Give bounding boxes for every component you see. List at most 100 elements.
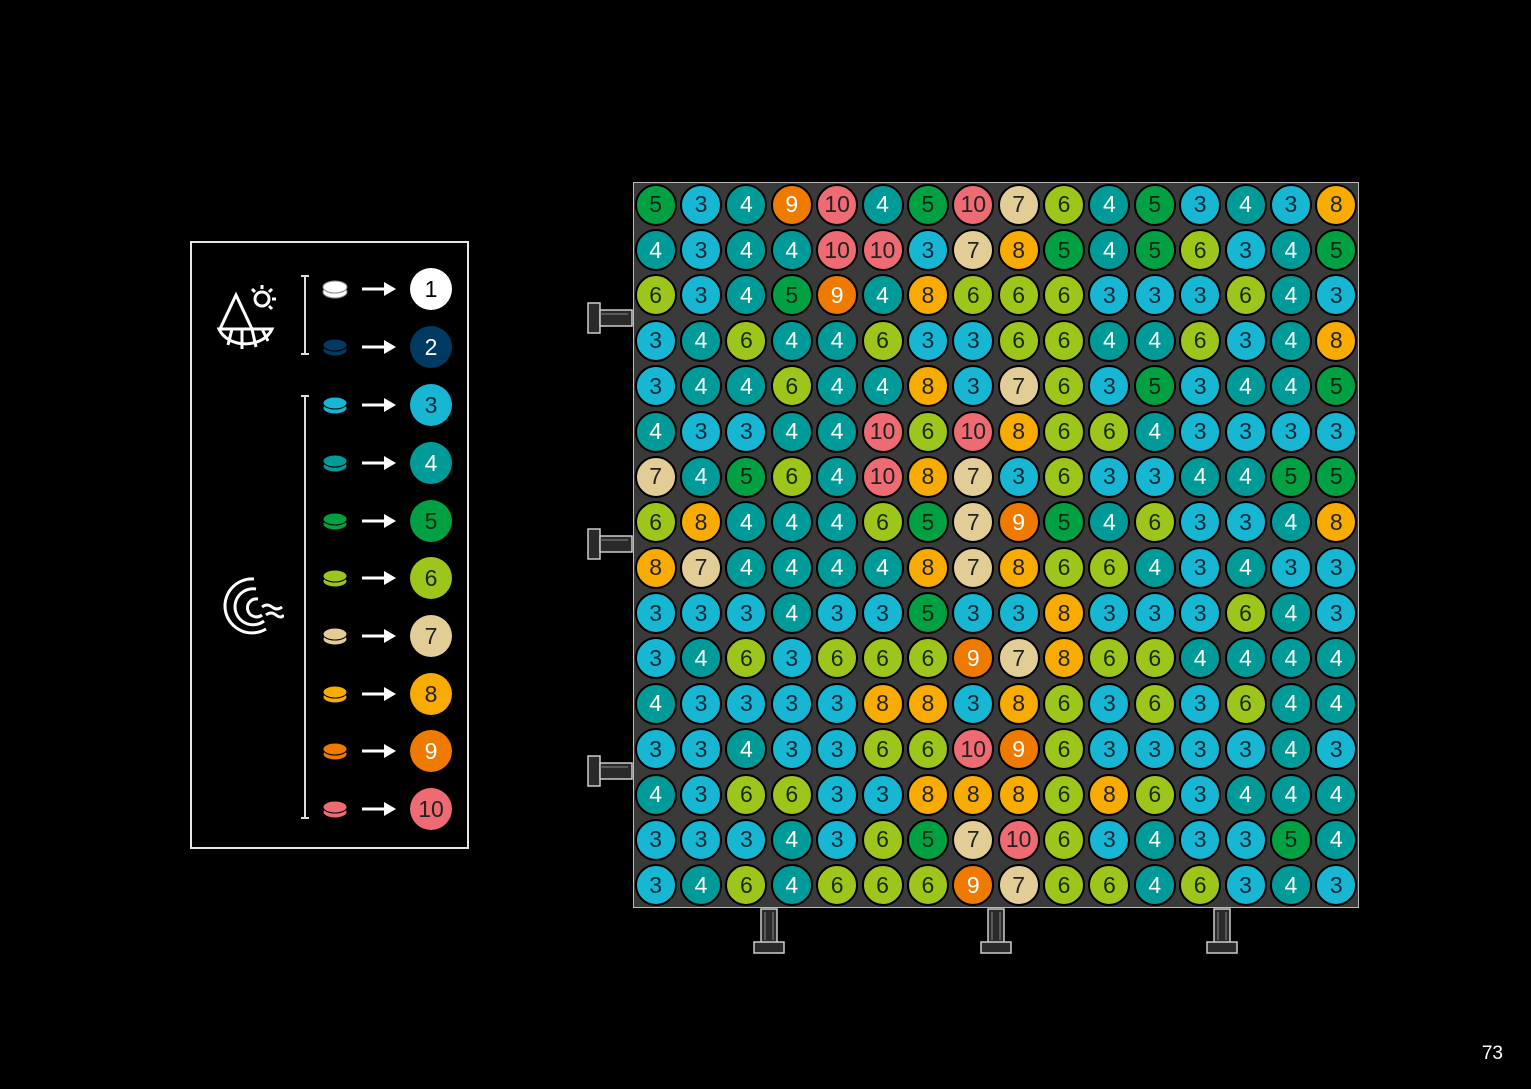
tile-r14-c9: 8 [997,773,1040,816]
tile-r3-c13: 3 [1179,274,1222,317]
bracket-group-2 [301,395,312,819]
tile-r8-c10: 5 [1043,501,1086,544]
legend-item-6: 6 [192,556,467,600]
tile-r1-c5: 10 [816,183,859,226]
tile-r13-c5: 3 [816,728,859,771]
tile-r9-c12: 4 [1133,546,1176,589]
tile-r6-c13: 3 [1179,410,1222,453]
tile-r8-c1: 6 [634,501,677,544]
tile-r14-c3: 6 [725,773,768,816]
tile-r3-c15: 4 [1269,274,1312,317]
tile-r4-c3: 6 [725,319,768,362]
tile-r14-c1: 4 [634,773,677,816]
tile-r9-c16: 3 [1315,546,1358,589]
tile-r7-c3: 5 [725,455,768,498]
tile-r7-c16: 5 [1315,455,1358,498]
tile-r16-c3: 6 [725,864,768,907]
tile-r12-c15: 4 [1269,682,1312,725]
tile-r7-c5: 4 [816,455,859,498]
tile-r6-c11: 6 [1088,410,1131,453]
tile-r11-c7: 6 [906,637,949,680]
tile-r14-c7: 8 [906,773,949,816]
tile-r2-c10: 5 [1043,229,1086,272]
brick-stud-icon [322,454,348,473]
tile-r13-c7: 6 [906,728,949,771]
tile-r7-c11: 3 [1088,455,1131,498]
tile-r5-c15: 4 [1269,365,1312,408]
tile-r4-c15: 4 [1269,319,1312,362]
tile-r7-c2: 4 [680,455,723,498]
tile-r6-c10: 6 [1043,410,1086,453]
tile-r9-c6: 4 [861,546,904,589]
tile-r1-c4: 9 [770,183,813,226]
tile-r1-c6: 4 [861,183,904,226]
tile-r3-c4: 5 [770,274,813,317]
tile-r4-c4: 4 [770,319,813,362]
tile-r4-c12: 4 [1133,319,1176,362]
tile-r7-c13: 4 [1179,455,1222,498]
arrow-right-icon [362,340,396,354]
tile-r5-c3: 4 [725,365,768,408]
tile-r13-c13: 3 [1179,728,1222,771]
tile-r13-c15: 4 [1269,728,1312,771]
tile-r10-c10: 8 [1043,592,1086,635]
tile-r4-c10: 6 [1043,319,1086,362]
tile-r12-c1: 4 [634,682,677,725]
legend-number-chip: 8 [410,673,452,715]
tile-r5-c13: 3 [1179,365,1222,408]
color-legend: 1 2 3 4 [190,241,469,849]
side-connector-clip [587,302,633,339]
tile-r16-c15: 4 [1269,864,1312,907]
tile-r6-c15: 3 [1269,410,1312,453]
tile-r3-c5: 9 [816,274,859,317]
tile-r2-c16: 5 [1315,229,1358,272]
tile-r1-c14: 4 [1224,183,1267,226]
tile-r14-c5: 3 [816,773,859,816]
brick-stud-icon [322,338,348,357]
brick-stud-icon [322,280,348,299]
legend-number-chip: 3 [410,384,452,426]
legend-number-chip: 9 [410,730,452,772]
tile-r6-c3: 3 [725,410,768,453]
tile-r10-c14: 6 [1224,592,1267,635]
tile-r10-c3: 3 [725,592,768,635]
tile-r1-c10: 6 [1043,183,1086,226]
tile-r10-c9: 3 [997,592,1040,635]
tile-r5-c5: 4 [816,365,859,408]
tile-r12-c3: 3 [725,682,768,725]
side-connector-clip [587,528,633,565]
tile-r10-c16: 3 [1315,592,1358,635]
tile-r6-c5: 4 [816,410,859,453]
tile-r10-c4: 4 [770,592,813,635]
tile-r9-c1: 8 [634,546,677,589]
tile-r3-c6: 4 [861,274,904,317]
side-connector-clip [587,755,633,792]
tile-r12-c7: 8 [906,682,949,725]
legend-item-4: 4 [192,441,467,485]
tile-r8-c5: 4 [816,501,859,544]
tile-r6-c2: 3 [680,410,723,453]
tile-r8-c7: 5 [906,501,949,544]
mosaic-board: 5 3 4 9 10 4 5 10 7 6 4 5 3 4 3 8 4 3 4 4 10 10 3 7 8 5 4 5 6 3 4 5 6 3 4 5… [633,182,1359,908]
tile-r11-c10: 8 [1043,637,1086,680]
tile-r5-c14: 4 [1224,365,1267,408]
tile-r4-c5: 4 [816,319,859,362]
legend-number-chip: 10 [410,788,452,830]
tile-r4-c8: 3 [952,319,995,362]
tile-r8-c4: 4 [770,501,813,544]
tile-r15-c11: 3 [1088,818,1131,861]
arrow-right-icon [362,282,396,296]
legend-item-5: 5 [192,499,467,543]
tile-r11-c1: 3 [634,637,677,680]
tile-r13-c3: 4 [725,728,768,771]
tile-r14-c2: 3 [680,773,723,816]
tile-r8-c13: 3 [1179,501,1222,544]
tile-r13-c8: 10 [952,728,995,771]
tile-r3-c2: 3 [680,274,723,317]
tile-r10-c6: 3 [861,592,904,635]
tile-r16-c7: 6 [906,864,949,907]
tile-r6-c16: 3 [1315,410,1358,453]
tile-r3-c16: 3 [1315,274,1358,317]
tile-r16-c4: 4 [770,864,813,907]
tile-r11-c2: 4 [680,637,723,680]
